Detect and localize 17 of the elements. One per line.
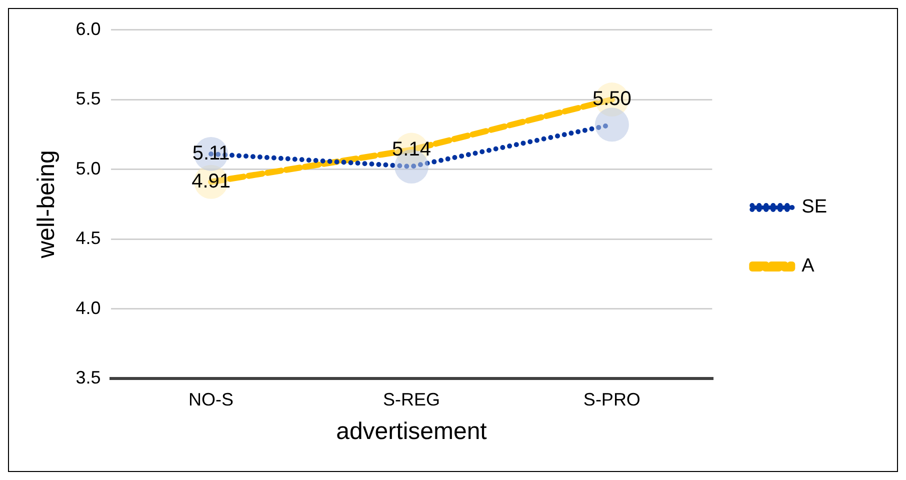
x-tick-label: S-PRO [583, 389, 640, 410]
data-label: 4.91 [192, 170, 231, 192]
data-label: 5.14 [392, 138, 431, 160]
y-tick-label: 4.5 [76, 228, 101, 248]
y-tick-label: 6.0 [76, 18, 101, 39]
y-axis-title: well-being [33, 150, 60, 260]
y-tick-label: 4.0 [76, 298, 101, 318]
data-label: 5.50 [592, 88, 632, 110]
y-tick-label: 5.0 [76, 158, 101, 178]
x-tick-label: NO-S [188, 389, 234, 410]
y-tick-label: 3.5 [76, 368, 101, 388]
data-label: 5.11 [192, 142, 230, 164]
legend-label: A [802, 256, 815, 277]
x-tick-label: S-REG [382, 389, 440, 410]
legend-label: SE [802, 196, 828, 218]
x-axis-title: advertisement [336, 418, 488, 446]
y-tick-label: 5.5 [76, 88, 101, 109]
